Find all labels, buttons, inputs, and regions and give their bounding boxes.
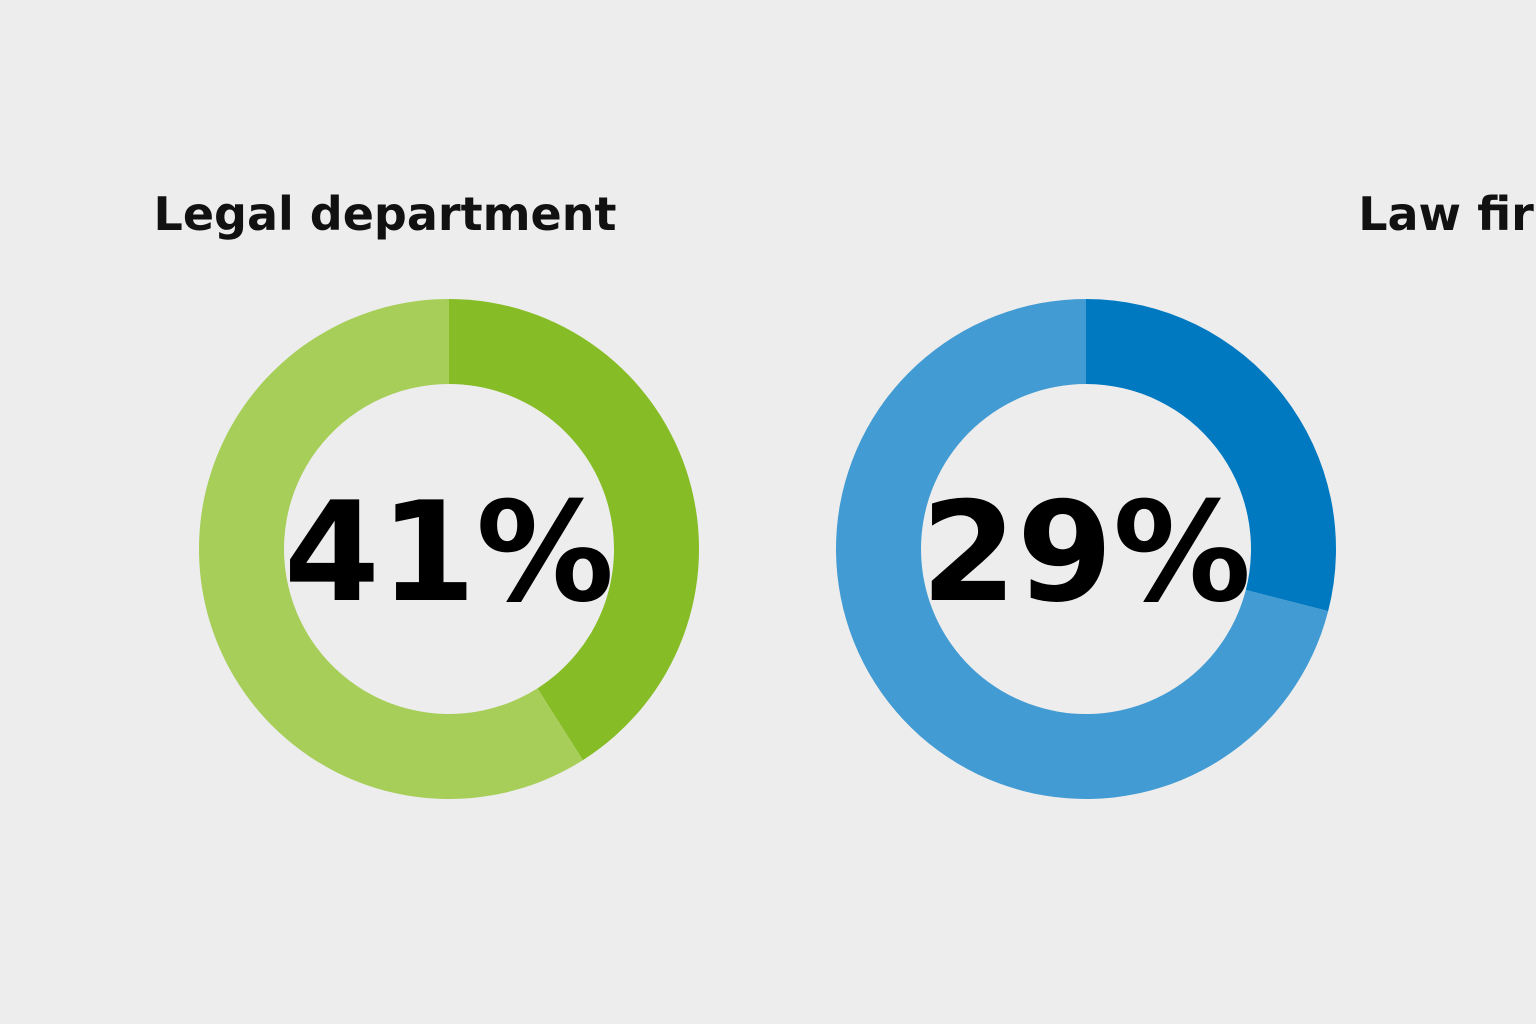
- chart-title: Legal department: [153, 187, 617, 241]
- donut-center-value: 29%: [921, 472, 1251, 633]
- chart-title: Law firm: [1358, 187, 1536, 241]
- donut-slice-highlight: [449, 299, 699, 761]
- donut-slices: [199, 299, 699, 799]
- donut-svg: 41%: [199, 299, 699, 799]
- donut-slice-remainder: [836, 299, 1329, 799]
- donut-slice-remainder: [199, 299, 583, 799]
- donut-svg: 29%: [836, 299, 1336, 799]
- donut-slices: [836, 299, 1336, 799]
- donut-slice-highlight: [1086, 299, 1336, 612]
- donut-center-value: 41%: [284, 472, 614, 633]
- donut-chart-law-firm: Law firm 29%: [768, 0, 1536, 1024]
- donut-chart-legal-department: Legal department 41%: [153, 187, 699, 799]
